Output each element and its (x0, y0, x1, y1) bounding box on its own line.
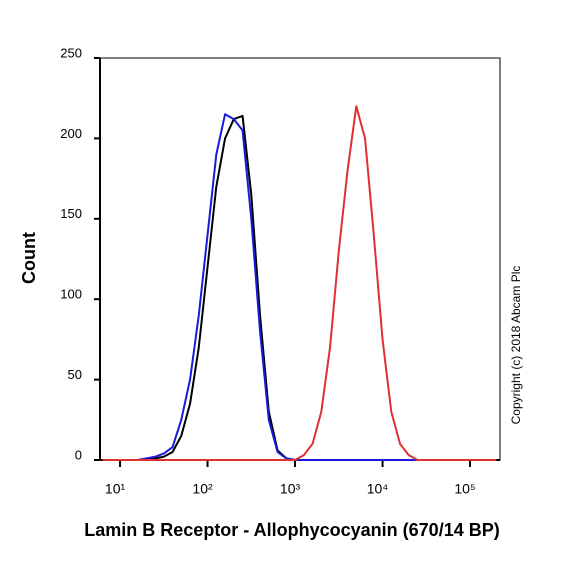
x-axis-label: Lamin B Receptor - Allophycocyanin (670/… (84, 520, 499, 540)
y-tick-label: 150 (60, 206, 82, 221)
y-tick-label: 100 (60, 287, 82, 302)
x-tick-label: 10⁵ (454, 481, 475, 497)
histogram-line (102, 113, 497, 461)
histogram-line (102, 114, 497, 461)
x-tick-label: 10² (192, 481, 213, 497)
y-tick-label: 250 (60, 45, 82, 60)
y-tick-label: 0 (75, 447, 82, 462)
histogram-line (102, 105, 497, 461)
x-tick-label: 10¹ (105, 481, 126, 497)
y-axis-label: Count (19, 232, 39, 284)
x-tick-label: 10³ (280, 481, 301, 497)
x-tick-label: 10⁴ (367, 481, 389, 497)
y-tick-label: 200 (60, 126, 82, 141)
plot-frame (99, 57, 501, 461)
copyright: Copyright (c) 2018 Abcam Plc (509, 266, 523, 425)
y-tick-label: 50 (68, 367, 82, 382)
